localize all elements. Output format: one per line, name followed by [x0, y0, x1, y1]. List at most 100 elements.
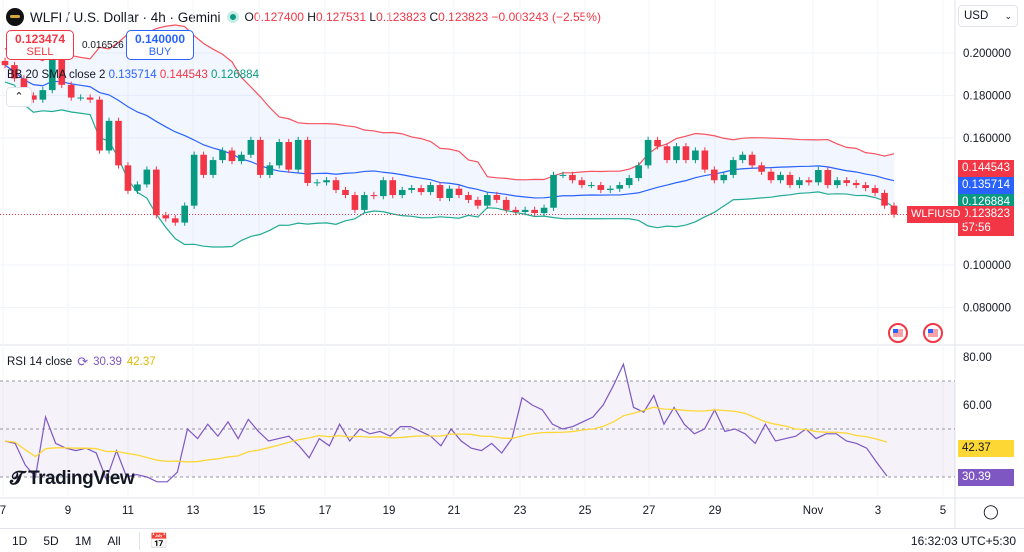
candle [474, 199, 482, 206]
range-5d[interactable]: 5D [43, 533, 59, 548]
bb-lower-value: 0.126884 [211, 69, 259, 81]
candle [304, 139, 311, 183]
time-tick: 19 [383, 505, 396, 517]
wlfi-logo [6, 8, 24, 26]
candle [654, 139, 661, 147]
candle [597, 185, 605, 190]
time-tick: 11 [122, 505, 134, 517]
candle [720, 174, 728, 181]
buy-button[interactable]: 0.140000 BUY [126, 30, 194, 60]
candle [11, 65, 18, 79]
ohlc-key: L [369, 10, 377, 24]
candle [625, 178, 633, 186]
candle [200, 154, 207, 175]
candle [417, 188, 425, 193]
time-tick: 29 [709, 505, 722, 517]
candle [862, 185, 869, 189]
change-value: −0.003243 (−2.55%) [491, 10, 601, 24]
bb-label: BB 20 SMA close 2 [7, 69, 106, 81]
candle [729, 160, 737, 175]
candle [890, 205, 898, 215]
us-flag-icon [928, 329, 933, 333]
range-1m[interactable]: 1M [74, 533, 92, 548]
price-tick: 0.200000 [963, 48, 1011, 60]
time-tick: 13 [187, 505, 200, 517]
range-1d[interactable]: 1D [12, 533, 28, 548]
bb-basis-tag: 0.135714 [958, 177, 1014, 194]
time-tick: 15 [253, 505, 266, 517]
candle [540, 207, 548, 214]
ohlc-key: O [244, 10, 254, 24]
candle [559, 174, 567, 176]
candle [171, 218, 179, 223]
bb-upper-tag: 0.144543 [958, 160, 1014, 177]
currency-select[interactable]: USD ⌄ [958, 5, 1018, 27]
buy-label: BUY [148, 46, 172, 58]
candle [710, 169, 718, 181]
candle [153, 169, 160, 216]
bb-fill [5, 25, 894, 248]
candle [115, 120, 122, 166]
candle [313, 182, 321, 184]
candle [682, 146, 690, 161]
bb-upper-value: 0.144543 [159, 69, 208, 81]
rsi-ma-line [4, 406, 888, 463]
open-value: 0.127400 [253, 10, 304, 24]
chevron-down-icon: ⌄ [1004, 11, 1012, 21]
candle [219, 150, 226, 161]
candle [323, 180, 330, 183]
candle [606, 188, 614, 190]
us-flag-icon [893, 329, 898, 333]
close-value: 0.123823 [438, 10, 489, 24]
candle [1, 60, 9, 66]
candle [370, 195, 378, 197]
candle [852, 182, 860, 186]
candle [881, 192, 888, 206]
candle [569, 174, 576, 181]
candle [39, 90, 47, 100]
candle [332, 180, 340, 190]
calendar-goto-icon[interactable]: 📅 [138, 531, 168, 550]
candle [342, 189, 349, 196]
candle [673, 146, 680, 161]
candle [96, 99, 103, 151]
time-tick: 23 [514, 505, 527, 517]
candle [48, 59, 56, 91]
candle [739, 154, 746, 161]
bottom-toolbar: 1D 5D 1M All 📅 16:32:03 UTC+5:30 [0, 528, 1024, 552]
candle [455, 188, 463, 196]
clock[interactable]: 16:32:03 UTC+5:30 [910, 533, 1016, 548]
collapse-legend-button[interactable]: ⌃ [6, 87, 32, 107]
candle [162, 215, 170, 219]
candle [843, 180, 851, 183]
candle [446, 188, 453, 199]
candle [389, 180, 397, 196]
candle [502, 199, 510, 210]
candle [124, 165, 132, 191]
rsi-tick: 80.00 [963, 352, 992, 364]
candle [351, 195, 359, 210]
rsi-tick: 60.00 [963, 400, 992, 412]
candle [143, 169, 151, 185]
settings-icon[interactable]: ◯ [983, 503, 999, 519]
buy-price: 0.140000 [134, 32, 186, 46]
range-all[interactable]: All [107, 533, 121, 548]
rsi-legend[interactable]: RSI 14 close ⟳ 30.39 42.37 [7, 354, 156, 370]
candle [767, 171, 775, 181]
candle [833, 180, 841, 186]
candle [436, 185, 444, 199]
rsi-label: RSI 14 close [7, 356, 73, 368]
candle [578, 180, 586, 186]
rsi-ma-value: 42.37 [126, 356, 156, 368]
candle [588, 185, 595, 187]
bb-legend[interactable]: BB 20 SMA close 2 0.135714 0.144543 0.12… [7, 69, 259, 81]
tradingview-logo: 𝓣 TradingView [10, 468, 135, 489]
sell-button[interactable]: 0.123474 SELL [6, 30, 74, 60]
time-tick: 17 [319, 505, 332, 517]
candle [238, 154, 245, 162]
sell-label: SELL [26, 46, 54, 58]
symbol-title[interactable]: WLFI / U.S. Dollar · 4h · Gemini [30, 9, 221, 25]
candle [616, 185, 624, 189]
candle [777, 174, 784, 181]
